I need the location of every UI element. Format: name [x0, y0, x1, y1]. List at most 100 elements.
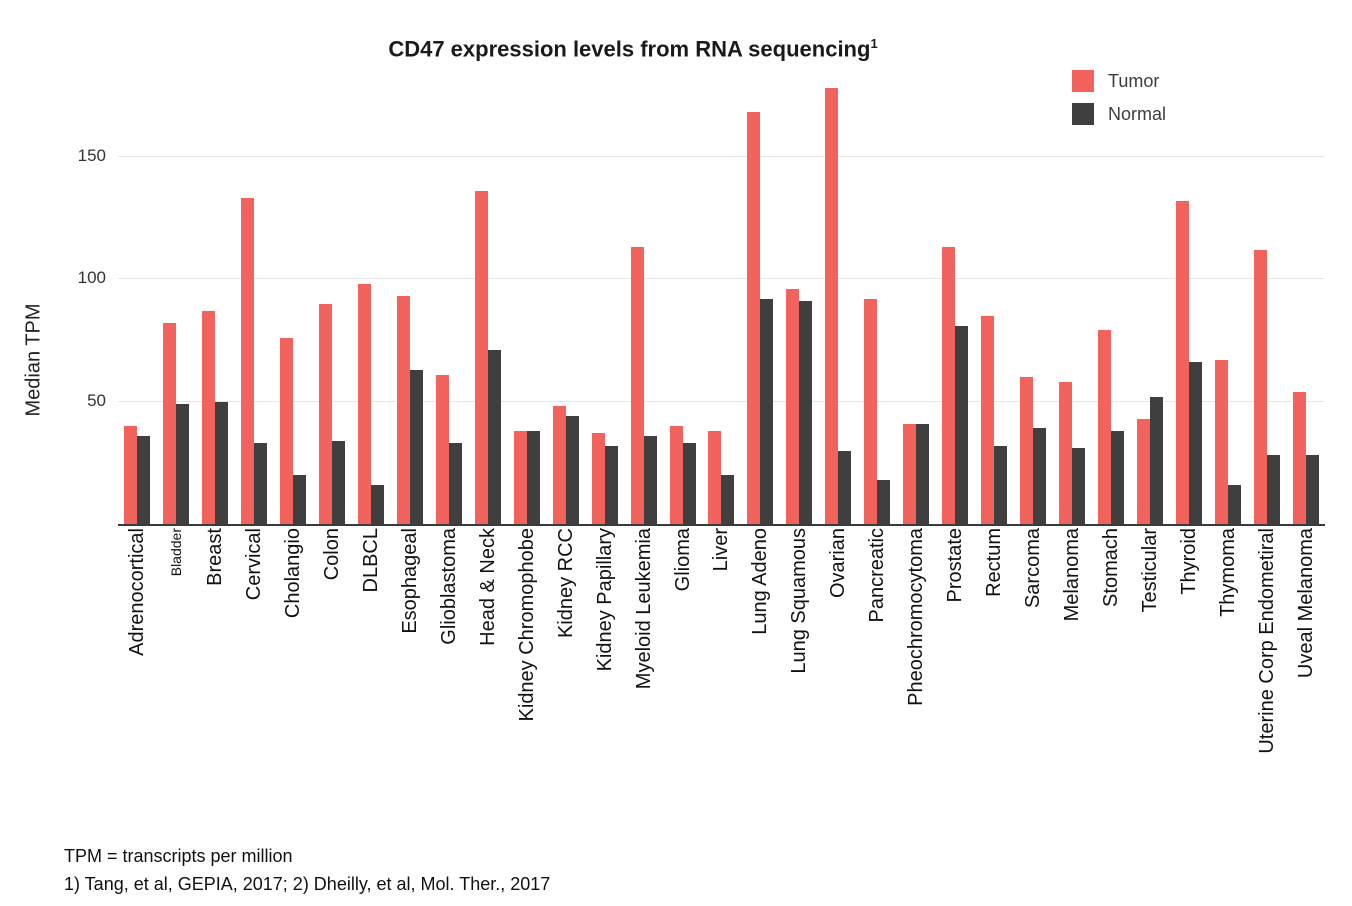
x-label-lung-squamous: Lung Squamous	[788, 528, 811, 674]
normal-bar-sarcoma	[1032, 428, 1046, 524]
bar-group-myeloid-leukemia	[624, 247, 663, 524]
x-label-rectum: Rectum	[983, 528, 1006, 597]
normal-bar-kidney-chromophobe	[526, 430, 540, 524]
tumor-bar-kidney-papillary	[591, 433, 605, 524]
bar-group-cholangio	[274, 337, 313, 524]
tumor-bar-ovarian	[825, 87, 839, 524]
x-label-pancreatic: Pancreatic	[866, 528, 889, 623]
normal-bar-liver	[721, 475, 735, 524]
x-label-slot-thyroid: Thyroid	[1169, 528, 1208, 868]
normal-bar-glioma	[682, 443, 696, 524]
normal-bar-rectum	[994, 445, 1008, 524]
normal-bar-pheochromocytoma	[916, 423, 930, 524]
x-label-cholangio: Cholangio	[282, 528, 305, 619]
normal-bar-esophageal	[410, 369, 423, 524]
plot-area	[118, 80, 1325, 526]
x-label-slot-pheochromocytoma: Pheochromocytoma	[897, 528, 936, 868]
normal-bar-kidney-rcc	[565, 416, 579, 524]
bar-group-dlbcl	[352, 283, 391, 524]
y-tick-50: 50	[87, 390, 106, 410]
x-label-slot-stomach: Stomach	[1091, 528, 1130, 868]
legend-item-normal: Normal	[1072, 103, 1166, 125]
x-label-slot-breast: Breast	[196, 528, 235, 868]
x-label-slot-cholangio: Cholangio	[274, 528, 313, 868]
normal-bar-uterine-corp-endometiral	[1266, 455, 1280, 524]
tumor-bar-kidney-rcc	[552, 406, 566, 524]
tumor-bar-sarcoma	[1019, 377, 1033, 524]
tumor-bar-lung-adeno	[747, 112, 761, 524]
bar-group-colon	[313, 303, 352, 524]
bar-group-lung-squamous	[780, 288, 819, 524]
x-label-myeloid-leukemia: Myeloid Leukemia	[632, 528, 655, 690]
x-label-slot-liver: Liver	[702, 528, 741, 868]
chart-title-superscript: 1	[870, 36, 878, 51]
x-label-slot-glioma: Glioma	[663, 528, 702, 868]
bar-group-breast	[196, 310, 235, 524]
bar-group-bladder	[157, 323, 196, 524]
x-label-cervical: Cervical	[243, 528, 266, 601]
x-label-head-neck: Head & Neck	[476, 528, 499, 646]
x-label-melanoma: Melanoma	[1060, 528, 1083, 622]
normal-bar-melanoma	[1071, 448, 1085, 524]
x-label-sarcoma: Sarcoma	[1021, 528, 1044, 609]
normal-bar-thyroid	[1188, 362, 1202, 524]
normal-bar-breast	[215, 401, 229, 524]
bar-group-glioma	[663, 426, 702, 524]
y-tick-100: 100	[77, 268, 106, 287]
footnote-tpm-definition: TPM = transcripts per million	[64, 846, 293, 866]
footnote-references: 1) Tang, et al, GEPIA, 2017; 2) Dheilly,…	[64, 874, 551, 894]
x-label-slot-thymoma: Thymoma	[1208, 528, 1247, 868]
legend-label-normal: Normal	[1108, 103, 1167, 124]
bar-group-prostate	[936, 247, 975, 524]
bar-group-kidney-chromophobe	[507, 430, 546, 524]
x-label-esophageal: Esophageal	[399, 528, 421, 634]
tumor-bar-rectum	[981, 315, 995, 524]
x-label-kidney-rcc: Kidney RCC	[554, 528, 577, 639]
bar-group-glioblastoma	[429, 374, 468, 524]
x-label-lung-adeno: Lung Adeno	[749, 528, 772, 635]
normal-color-swatch	[1072, 103, 1094, 125]
x-label-testicular: Testicular	[1138, 528, 1161, 613]
x-label-slot-lung-adeno: Lung Adeno	[741, 528, 780, 868]
tumor-bar-cholangio	[280, 337, 294, 524]
x-label-bladder: Bladder	[168, 528, 185, 577]
y-tick-150: 150	[77, 145, 106, 165]
x-label-slot-sarcoma: Sarcoma	[1014, 528, 1053, 868]
legend: Tumor Normal	[1072, 70, 1166, 125]
x-label-slot-uveal-melanoma: Uveal Melanoma	[1286, 528, 1325, 868]
legend-label-tumor: Tumor	[1108, 70, 1160, 91]
tumor-bar-liver	[708, 430, 722, 524]
x-label-slot-melanoma: Melanoma	[1052, 528, 1091, 868]
tumor-bar-cervical	[241, 198, 255, 524]
normal-bar-cervical	[254, 443, 268, 524]
bar-group-liver	[702, 430, 741, 524]
tumor-bar-testicular	[1136, 418, 1150, 524]
x-label-kidney-papillary: Kidney Papillary	[593, 528, 616, 672]
x-label-slot-myeloid-leukemia: Myeloid Leukemia	[624, 528, 663, 868]
x-label-colon: Colon	[321, 528, 344, 581]
normal-bar-glioblastoma	[448, 443, 462, 524]
x-label-uveal-melanoma: Uveal Melanoma	[1294, 528, 1317, 679]
x-label-glioma: Glioma	[671, 528, 694, 592]
tumor-bar-melanoma	[1058, 381, 1072, 524]
bar-group-sarcoma	[1014, 377, 1053, 524]
bar-group-esophageal	[391, 296, 430, 524]
tumor-bar-bladder	[163, 323, 177, 524]
bar-group-adrenocortical	[118, 426, 157, 524]
x-label-slot-esophageal: Esophageal	[391, 528, 430, 868]
bar-group-pheochromocytoma	[897, 423, 936, 524]
bar-group-thymoma	[1208, 359, 1247, 524]
x-label-slot-kidney-rcc: Kidney RCC	[546, 528, 585, 868]
x-label-prostate: Prostate	[944, 528, 967, 603]
bar-group-stomach	[1091, 330, 1130, 524]
x-label-slot-uterine-corp-endometiral: Uterine Corp Endometiral	[1247, 528, 1286, 868]
bar-group-thyroid	[1169, 200, 1208, 524]
bar-group-ovarian	[819, 87, 858, 524]
tumor-bar-kidney-chromophobe	[513, 430, 527, 524]
x-label-slot-cervical: Cervical	[235, 528, 274, 868]
x-label-thyroid: Thyroid	[1177, 528, 1200, 595]
x-axis-labels: Adrenocortical Bladder Breast Cervical Chola…	[118, 528, 1325, 868]
gridline-50	[118, 400, 1325, 402]
bar-group-testicular	[1130, 396, 1169, 524]
